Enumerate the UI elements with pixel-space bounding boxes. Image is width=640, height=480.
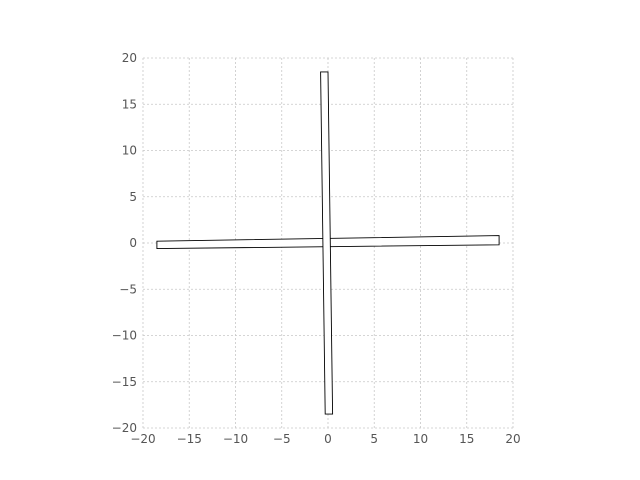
x-tick-label: −15 — [177, 432, 202, 446]
y-tick-label: −20 — [112, 421, 137, 435]
y-tick-label: 10 — [122, 144, 137, 158]
x-tick-label: −10 — [223, 432, 248, 446]
x-tick-label: −20 — [130, 432, 155, 446]
x-tick-label: 15 — [459, 432, 474, 446]
x-tick-label: 20 — [505, 432, 520, 446]
y-tick-label: −15 — [112, 375, 137, 389]
y-tick-label: 5 — [129, 190, 137, 204]
y-tick-label: −10 — [112, 329, 137, 343]
y-tick-label: 20 — [122, 51, 137, 65]
y-tick-label: 15 — [122, 97, 137, 111]
x-tick-label: 10 — [413, 432, 428, 446]
x-tick-label: 5 — [370, 432, 378, 446]
y-tick-label: −5 — [119, 282, 137, 296]
x-tick-label: 0 — [324, 432, 332, 446]
x-tick-label: −5 — [273, 432, 291, 446]
y-tick-label: 0 — [129, 236, 137, 250]
vertical-bar — [320, 71, 334, 415]
plot-shapes — [156, 71, 500, 415]
y-axis-ticks: −20 −15 −10 −5 0 5 10 15 20 — [112, 51, 137, 435]
x-axis-ticks: −20 −15 −10 −5 0 5 10 15 20 — [130, 432, 520, 446]
